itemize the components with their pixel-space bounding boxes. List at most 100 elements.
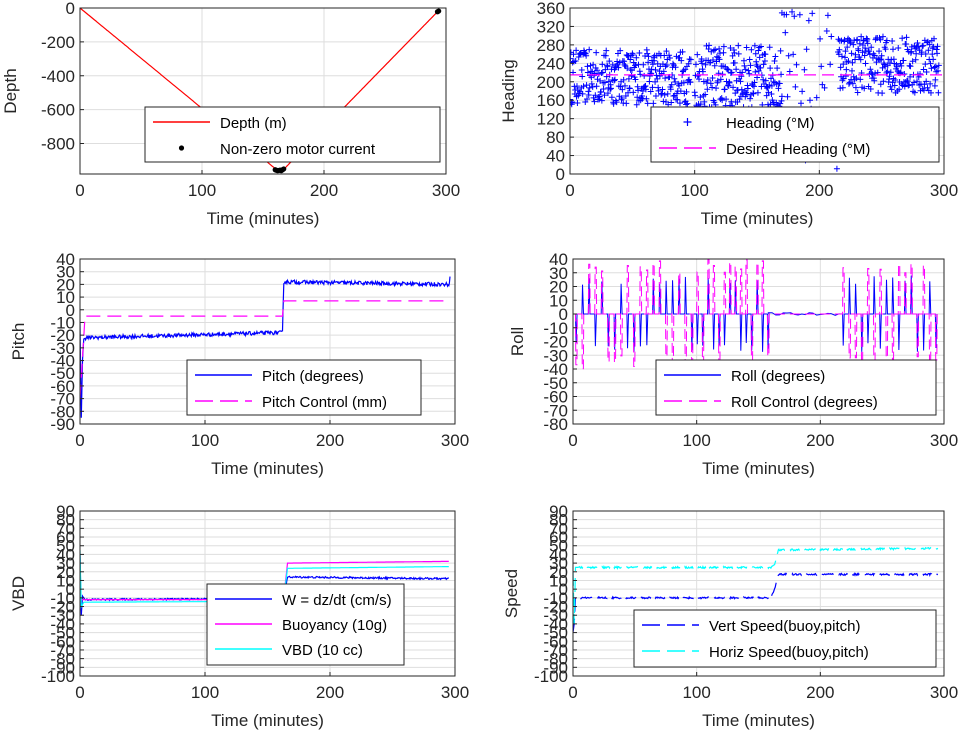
heading-point bbox=[645, 53, 652, 60]
heading-point bbox=[700, 78, 707, 85]
heading-point bbox=[673, 90, 680, 97]
vbd-ytick-label: -50 bbox=[50, 624, 75, 643]
heading-point bbox=[647, 88, 654, 95]
speed-ytick-label: -40 bbox=[543, 615, 568, 634]
heading-point bbox=[823, 28, 830, 35]
speed-ytick-label: 60 bbox=[549, 528, 568, 547]
heading-point bbox=[613, 99, 620, 106]
heading-point bbox=[593, 83, 600, 90]
speed-ytick-label: 50 bbox=[549, 537, 568, 556]
heading-point bbox=[922, 50, 929, 57]
heading-point bbox=[611, 76, 618, 83]
heading-point bbox=[687, 79, 694, 86]
heading-point bbox=[893, 63, 900, 70]
vbd-legend-label: W = dz/dt (cm/s) bbox=[282, 592, 392, 609]
heading-point bbox=[697, 101, 704, 108]
heading-point bbox=[848, 67, 855, 74]
heading-point bbox=[895, 44, 902, 51]
heading-point bbox=[711, 99, 718, 106]
heading-point bbox=[748, 46, 755, 53]
heading-point bbox=[879, 90, 886, 97]
pitch-ytick-label: 20 bbox=[56, 275, 75, 294]
speed-legend-label: Vert Speed(buoy,pitch) bbox=[709, 618, 860, 635]
heading-point bbox=[644, 50, 651, 57]
heading-point bbox=[616, 59, 623, 66]
heading-point bbox=[932, 63, 939, 70]
heading-point bbox=[852, 84, 859, 91]
heading-legend-box bbox=[650, 106, 940, 163]
roll-legend-box bbox=[655, 359, 937, 416]
heading-point bbox=[578, 66, 585, 73]
depth-xtick-label: 100 bbox=[188, 181, 216, 200]
vbd-ytick-label: -10 bbox=[50, 589, 75, 608]
heading-point bbox=[861, 52, 868, 59]
vbd-ytick-label: 30 bbox=[56, 554, 75, 573]
heading-point bbox=[666, 55, 673, 62]
heading-point bbox=[716, 56, 723, 63]
heading-point bbox=[573, 83, 580, 90]
heading-point bbox=[838, 53, 845, 60]
heading-point bbox=[854, 89, 861, 96]
heading-point bbox=[692, 61, 699, 68]
heading-point bbox=[737, 78, 744, 85]
heading-point bbox=[929, 51, 936, 58]
vbd-xtick-label: 200 bbox=[316, 683, 344, 702]
vbd-legend-label: VBD (10 cc) bbox=[282, 642, 363, 659]
heading-point bbox=[922, 61, 929, 68]
heading-point bbox=[645, 59, 652, 66]
heading-point bbox=[925, 47, 932, 54]
heading-point bbox=[702, 91, 709, 98]
heading-point bbox=[633, 54, 640, 61]
vbd-ytick-label: -30 bbox=[50, 606, 75, 625]
pitch-ytick-label: -20 bbox=[50, 326, 75, 345]
heading-point bbox=[838, 37, 845, 44]
heading-point bbox=[917, 71, 924, 78]
vbd-ytick-label: 20 bbox=[56, 563, 75, 582]
heading-point bbox=[590, 61, 597, 68]
heading-point bbox=[891, 82, 898, 89]
heading-point bbox=[584, 63, 591, 70]
heading-ytick-label: 320 bbox=[537, 17, 565, 36]
heading-point bbox=[676, 100, 683, 107]
heading-point bbox=[709, 75, 716, 82]
speed-ytick-label: 30 bbox=[549, 554, 568, 573]
heading-point bbox=[934, 67, 941, 74]
heading-point bbox=[782, 29, 789, 36]
heading-point bbox=[668, 81, 675, 88]
heading-point bbox=[641, 83, 648, 90]
heading-point bbox=[768, 91, 775, 98]
heading-point bbox=[791, 13, 798, 20]
speed-ytick-label: 90 bbox=[549, 502, 568, 521]
heading-point bbox=[745, 67, 752, 74]
heading-point bbox=[754, 74, 761, 81]
speed-ytick-label: 40 bbox=[549, 545, 568, 564]
heading-point bbox=[923, 78, 930, 85]
heading-point bbox=[601, 92, 608, 99]
vbd-xlabel: Time (minutes) bbox=[211, 711, 324, 730]
heading-point bbox=[596, 93, 603, 100]
heading-point bbox=[796, 11, 803, 18]
heading-point bbox=[639, 88, 646, 95]
heading-point bbox=[672, 79, 679, 86]
roll-control-line bbox=[573, 259, 938, 370]
heading-point bbox=[856, 40, 863, 47]
heading-point bbox=[934, 50, 941, 57]
heading-point bbox=[827, 61, 834, 68]
heading-point bbox=[601, 79, 608, 86]
heading-point bbox=[768, 75, 775, 82]
heading-point bbox=[842, 54, 849, 61]
heading-point bbox=[573, 47, 580, 54]
heading-point bbox=[713, 85, 720, 92]
roll-xlabel: Time (minutes) bbox=[702, 459, 815, 478]
depth-legend-label: Non-zero motor current bbox=[220, 141, 376, 158]
heading-point bbox=[649, 84, 656, 91]
roll-legend-label: Roll (degrees) bbox=[731, 368, 825, 385]
heading-point bbox=[813, 94, 820, 101]
vbd-xtick-label: 300 bbox=[441, 683, 469, 702]
heading-point bbox=[828, 33, 835, 40]
heading-point bbox=[626, 85, 633, 92]
speed-ytick-label: -60 bbox=[543, 632, 568, 651]
heading-point bbox=[846, 79, 853, 86]
vbd-ytick-label: -70 bbox=[50, 641, 75, 660]
